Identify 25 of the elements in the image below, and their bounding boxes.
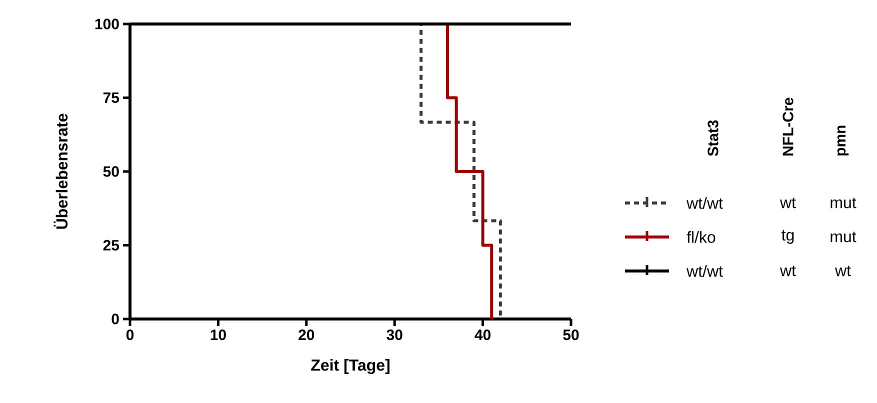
text: wt — [780, 198, 796, 208]
y-tick-label: 75 — [103, 92, 120, 103]
y-axis-title: Überlebensrate — [54, 114, 68, 229]
text: pmn — [837, 126, 849, 156]
y-tick-label: 0 — [112, 314, 119, 324]
legend-label: wt/wt — [686, 265, 723, 277]
text: wt — [834, 266, 851, 276]
text: wt — [780, 266, 796, 276]
legend-label: wt/wt — [686, 197, 723, 209]
text: mut — [830, 232, 856, 242]
x-tick-label: 50 — [563, 330, 579, 340]
text: mut — [830, 198, 856, 208]
legend-label: fl/ko — [686, 231, 716, 243]
text: NFL-Cre — [782, 98, 794, 156]
y-tick-label: 50 — [103, 166, 119, 177]
x-axis-title: Zeit [Tage] — [311, 359, 390, 374]
y-tick-label: 100 — [95, 18, 119, 30]
x-tick-label: 0 — [126, 330, 134, 340]
x-tick-label: 10 — [210, 330, 226, 340]
x-tick-label: 20 — [298, 330, 314, 340]
text: Stat3 — [708, 120, 718, 156]
y-tick-label: 25 — [103, 240, 120, 251]
x-tick-label: 30 — [386, 330, 402, 340]
x-tick-label: 40 — [474, 330, 491, 340]
text: tg — [782, 230, 794, 244]
